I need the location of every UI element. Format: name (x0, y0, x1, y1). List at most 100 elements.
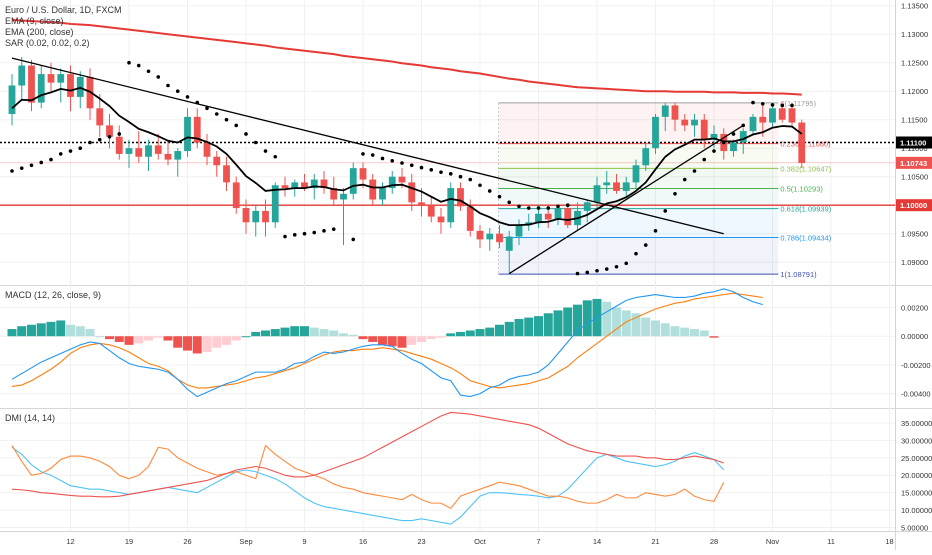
ema200-legend[interactable]: EMA (200, close) (5, 27, 74, 37)
macd-histogram-bar (66, 324, 75, 337)
macd-histogram-bar (709, 336, 719, 338)
time-tick-label: 26 (183, 537, 191, 546)
candle-body (759, 116, 767, 123)
time-tick-label: 23 (417, 537, 425, 546)
time-tick-label: 9 (302, 537, 306, 546)
candle-body (47, 74, 55, 83)
macd-histogram-bar (553, 310, 563, 337)
dmi-di_minus-line (11, 444, 725, 510)
ema9-legend[interactable]: EMA (9, close) (5, 16, 64, 26)
macd-histogram-bar (573, 304, 582, 337)
fib-zone (498, 208, 779, 238)
time-axis[interactable]: 12 19 26 Sep 9 16 23 Oct 7 14 21 28 Nov 11 18 (66, 537, 893, 546)
sar-dot (439, 170, 443, 174)
price-tick-label: 5.00000 (901, 524, 928, 533)
trendlines[interactable] (11, 57, 744, 275)
macd-histogram-bar (339, 333, 348, 337)
macd-histogram-bar (602, 301, 612, 337)
sar-dot (575, 271, 580, 276)
macd-histogram-bar (134, 336, 144, 344)
sar-dot (624, 261, 629, 266)
sar-dot (663, 209, 668, 213)
candle-body (106, 125, 113, 137)
candle-body (232, 182, 240, 209)
candle-body (408, 182, 416, 203)
sar-legend[interactable]: SAR (0.02, 0.02, 0.2) (5, 38, 90, 48)
sar-dot (312, 230, 317, 235)
fibonacci-retracement[interactable]: 0(1.11795) 0.236(1.11080) 0.382(1.10647) 0.… (498, 99, 832, 279)
trendline[interactable] (508, 124, 744, 275)
sar-dot (244, 132, 248, 136)
candle-body (613, 182, 620, 191)
sar-dot (692, 169, 697, 173)
sar-dot (146, 69, 151, 74)
price-tick-label: 35.00000 (901, 419, 932, 428)
candle-body (310, 179, 318, 189)
macd-histogram-bar (456, 331, 465, 337)
sar-dot (390, 158, 395, 163)
candle-body (262, 210, 269, 223)
sar-dot (673, 192, 677, 196)
candle-body (427, 205, 435, 217)
macd-histogram-bar (543, 313, 553, 337)
main-legend: Euro / U.S. Dollar, 1D, FXCM EMA (9, clo… (5, 5, 122, 48)
candle-body (691, 119, 698, 126)
candle-body (125, 148, 133, 154)
sar-dot (790, 103, 794, 108)
price-tick-label: 1.12500 (901, 59, 928, 68)
macd-histogram-bar (329, 330, 339, 337)
macd-histogram-bar (446, 333, 456, 337)
sar-dot (156, 75, 161, 79)
sar-dot (702, 157, 707, 162)
fib-level-label: 0.236(1.11080) (780, 140, 831, 149)
price-tick-label: 1.12000 (901, 87, 928, 96)
dmi-legend[interactable]: DMI (14, 14) (5, 413, 55, 423)
sar-dot (634, 251, 638, 256)
sar-dot (478, 183, 482, 188)
candle-body (447, 188, 455, 223)
macd-histogram-bar (212, 336, 222, 348)
macd-histogram-bar (270, 329, 280, 337)
macd-histogram-bar (280, 327, 290, 337)
sar-dot (361, 152, 365, 156)
grid (0, 0, 895, 531)
sar-dot (10, 169, 14, 173)
sar-dot (127, 60, 131, 65)
time-tick-label: 7 (536, 537, 540, 546)
price-tick-label: 10.00000 (901, 506, 932, 515)
macd-histogram-bar (17, 326, 27, 337)
sar-dot (585, 270, 590, 275)
macd-legend[interactable]: MACD (12, 26, close, 9) (5, 290, 101, 300)
price-label-box (896, 199, 932, 212)
candle-body (330, 188, 338, 200)
fib-level-label: 0(1.11795) (780, 99, 816, 108)
candle-body (749, 116, 757, 132)
sar-dot (136, 63, 141, 68)
macd-histogram-bar (670, 326, 680, 337)
sar-dot (88, 140, 92, 145)
price-axis[interactable]: 1.13500 1.13000 1.12500 1.12000 1.11500 1.110… (896, 2, 932, 533)
candle-body (164, 153, 172, 160)
macd-histogram-bar (144, 336, 153, 341)
macd-histogram-bar (348, 334, 358, 337)
candle-body (252, 210, 260, 223)
macd-histogram-bar (222, 336, 231, 345)
candle-body (622, 182, 630, 191)
candle-body (778, 108, 786, 120)
price-tick-label: 1.09500 (901, 230, 928, 239)
macd-histogram-bar (75, 326, 85, 337)
candle-body (184, 116, 191, 152)
macd-histogram-bar (95, 336, 105, 338)
candle-body (8, 85, 16, 114)
ema200-series (11, 18, 802, 96)
macd-histogram-bar (231, 336, 241, 341)
macd-histogram-bar (358, 336, 368, 340)
candle-body (193, 116, 201, 143)
symbol-title[interactable]: Euro / U.S. Dollar, 1D, FXCM (5, 5, 122, 15)
trendline[interactable] (11, 57, 724, 235)
price-tick-label: 1.11000 (901, 144, 928, 153)
time-tick-label: Oct (474, 537, 487, 546)
macd-histogram-bar (504, 321, 514, 337)
macd-histogram-bar (534, 316, 543, 337)
